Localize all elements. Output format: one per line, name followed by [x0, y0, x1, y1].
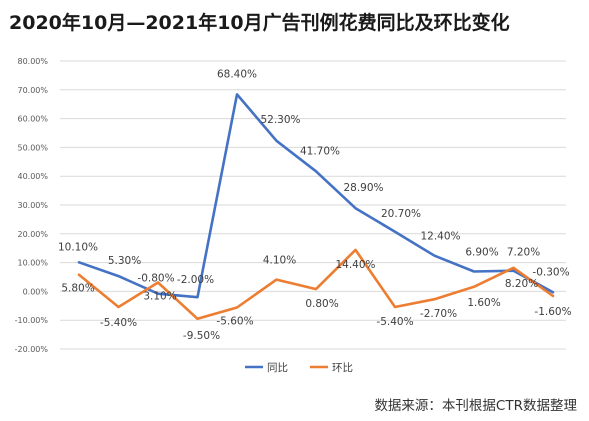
data-label-yoy: 20.70% — [381, 208, 421, 220]
data-label-mom: 3.10% — [143, 290, 176, 302]
series-line-mom — [77, 248, 555, 321]
data-label-mom: -5.40% — [100, 317, 137, 329]
data-label-yoy: 7.20% — [507, 247, 540, 259]
y-tick-label: 50.00% — [17, 143, 48, 152]
y-tick-label: 0.00% — [23, 287, 49, 296]
source-note: 数据来源：本刊根据CTR数据整理 — [374, 398, 577, 414]
data-label-mom: -5.40% — [376, 316, 413, 328]
data-label-yoy: 5.30% — [108, 255, 141, 267]
data-label-mom: -1.60% — [534, 306, 571, 318]
data-label-mom: -9.50% — [183, 330, 220, 342]
data-label-yoy: -0.80% — [137, 273, 174, 285]
data-label-yoy: 28.90% — [343, 182, 383, 194]
y-tick-label: 40.00% — [17, 172, 48, 181]
y-tick-label: 20.00% — [17, 230, 48, 239]
data-label-yoy: -2.00% — [177, 274, 214, 286]
data-label-mom: 5.80% — [61, 283, 94, 295]
data-label-yoy: 41.70% — [300, 145, 340, 157]
data-label-yoy: 6.90% — [465, 247, 498, 259]
data-label-yoy: 68.40% — [217, 68, 257, 80]
chart-title: 2020年10月—2021年10月广告刊例花费同比及环比变化 — [9, 12, 510, 34]
data-label-mom: 14.40% — [335, 259, 375, 271]
data-label-mom: 4.10% — [263, 255, 296, 267]
legend-label: 同比 — [267, 361, 288, 374]
y-tick-label: 10.00% — [17, 259, 48, 268]
data-label-yoy: 52.30% — [260, 114, 300, 126]
y-tick-label: -20.00% — [15, 345, 49, 354]
data-label-mom: 0.80% — [305, 298, 338, 310]
y-tick-label: 70.00% — [17, 86, 48, 95]
series-line-yoy — [77, 93, 555, 299]
y-tick-label: 30.00% — [17, 201, 48, 210]
data-label-mom: -2.70% — [420, 308, 457, 320]
data-label-mom: 1.60% — [467, 297, 500, 309]
data-label-mom: 8.20% — [505, 278, 538, 290]
data-label-mom: -5.60% — [216, 316, 253, 328]
data-label-yoy: 12.40% — [420, 231, 460, 243]
legend-label: 环比 — [332, 361, 353, 374]
data-label-yoy: 10.10% — [58, 241, 98, 253]
data-label-yoy: -0.30% — [532, 266, 569, 278]
y-tick-label: -10.00% — [15, 316, 49, 325]
y-tick-label: 80.00% — [17, 57, 48, 66]
y-tick-label: 60.00% — [17, 115, 48, 124]
